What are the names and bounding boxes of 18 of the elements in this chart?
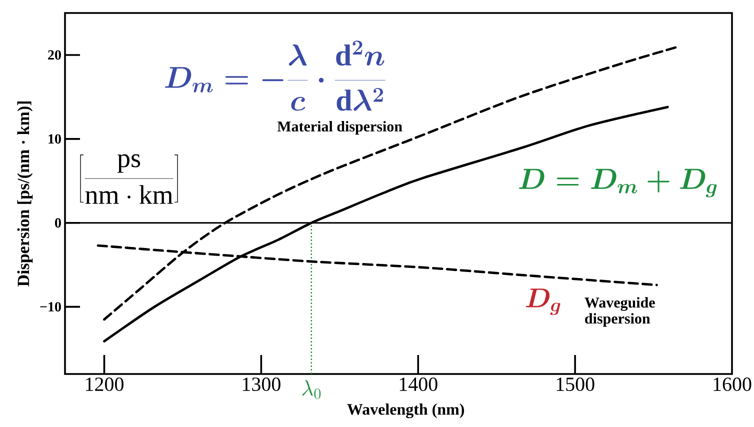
ref-line-label: $\lambda_0$ xyxy=(302,380,321,400)
y-tick-label: 20 xyxy=(48,50,61,60)
x-tick-label: 1500 xyxy=(556,378,594,392)
x-tick-label: 1300 xyxy=(242,378,280,392)
x-axis-title: Wavelength (nm) xyxy=(347,404,464,418)
series-label: Material dispersion xyxy=(277,120,402,135)
x-tick-label: 1600 xyxy=(714,378,752,392)
x-tick-label: 1400 xyxy=(400,378,438,392)
annotation: $D = D_m + D_g$ xyxy=(518,168,717,198)
x-tick-label: 1200 xyxy=(86,378,124,392)
y-tick-label: 0 xyxy=(55,218,61,228)
y-axis-title: Dispersion [ps/(nm · km)] xyxy=(17,102,33,286)
annotation: $\left[\frac{\mathrm{ps}}{\mathrm{nm}\cdot\mathrm{km}}\right]$ xyxy=(80,154,178,204)
y-tick-label: 10 xyxy=(48,134,61,144)
annotation: $D_m = -\frac{\lambda}{c}\cdot\frac{\mathrm{d}^2 n}{\mathrm{d}\lambda^2}$ xyxy=(165,40,386,111)
annotation: $D_g$ xyxy=(526,288,560,316)
series-label: Waveguide dispersion xyxy=(584,297,655,327)
y-tick-label: −10 xyxy=(40,302,61,312)
